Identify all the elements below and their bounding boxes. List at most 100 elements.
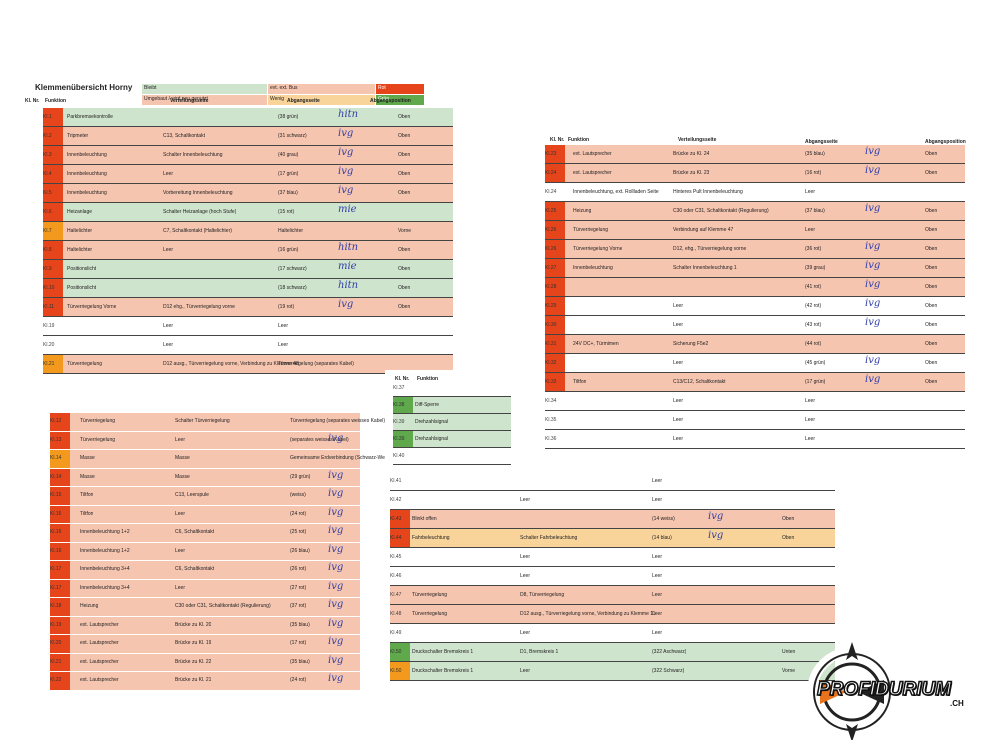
signature-mark: ivg bbox=[865, 203, 881, 214]
function-cell: Diff-Sperre bbox=[415, 402, 440, 408]
output-cell: Leer bbox=[278, 342, 289, 348]
distribution-cell: C13/C12, Schaltkontakt bbox=[673, 379, 726, 385]
function-cell: Innenbeleuchtung bbox=[67, 171, 107, 177]
position-cell: Oben bbox=[925, 360, 938, 366]
signature-mark: ivg bbox=[328, 580, 344, 592]
output-cell: (14 blau) bbox=[652, 535, 672, 541]
output-cell: (38 grün) bbox=[278, 114, 299, 120]
distribution-cell: C7, Schaltkontakt (Haltelichter) bbox=[163, 228, 232, 234]
row-divider bbox=[43, 145, 453, 146]
signature-mark: ivg bbox=[328, 543, 344, 555]
table-row: Kl.10 Positionslicht (18 schwarz) Oben bbox=[43, 279, 453, 297]
table-row: Kl.34 Leer Leer bbox=[545, 392, 965, 410]
function-cell: Parkbremsekontrolle bbox=[67, 114, 113, 120]
terminal-number: Kl.9 bbox=[43, 260, 63, 278]
table-row: Kl.32 Leer (45 grün) Oben bbox=[545, 354, 965, 372]
row-divider bbox=[545, 334, 965, 335]
row-divider bbox=[43, 221, 453, 222]
position-cell: Oben bbox=[925, 246, 938, 252]
function-cell: 24V DC+, Türmimen bbox=[573, 341, 619, 347]
position-cell: Oben bbox=[925, 151, 938, 157]
terminal-number: Kl.16 bbox=[50, 542, 70, 560]
signature-mark: ivg bbox=[338, 299, 354, 310]
table-row: Kl.1 Parkbremsekontrolle (38 grün) Oben bbox=[43, 108, 453, 126]
row-divider bbox=[390, 509, 835, 510]
distribution-cell: Leer bbox=[520, 573, 531, 579]
distribution-cell: Leer bbox=[520, 554, 531, 560]
function-cell: Fahrbeleuchtung bbox=[412, 535, 450, 541]
logo-target-icon bbox=[807, 642, 897, 742]
row-divider bbox=[545, 277, 965, 278]
table-row: Kl.25 Heizung C30 oder C31, Schaltkontakt … bbox=[545, 202, 965, 220]
row-divider bbox=[390, 528, 835, 529]
column-header: Kl. Nr. bbox=[550, 137, 565, 143]
terminal-number: Kl.19 bbox=[43, 323, 55, 329]
column-header: Abgangsposition bbox=[370, 98, 411, 104]
signature-mark: ivg bbox=[328, 673, 344, 684]
signature-mark: hitn bbox=[338, 280, 359, 291]
table-row: Kl.31 24V DC+, Türmimen Sicherung F5e2 (44 … bbox=[545, 335, 965, 353]
output-cell: Leer bbox=[652, 611, 663, 617]
terminal-number: Kl.41 bbox=[390, 478, 402, 484]
signature-mark: ivg bbox=[708, 530, 724, 541]
terminal-number: Kl.31 bbox=[545, 335, 565, 353]
terminal-number: Kl.17 bbox=[50, 561, 70, 579]
signature-mark: ivg bbox=[338, 128, 354, 139]
sheet-middle: Kl. Nr. Funktion Kl.37 Kl.38 Diff-Sperre Kl.… bbox=[385, 370, 515, 465]
terminal-number: Kl.2 bbox=[43, 127, 63, 145]
signature-mark: ivg bbox=[708, 511, 724, 522]
signature-mark: ivg bbox=[328, 617, 344, 629]
terminal-number: Kl.1 bbox=[43, 108, 63, 126]
sheet-top-right: Kl. Nr. Funktion Verteilungsseite Abgangsse… bbox=[520, 125, 975, 450]
terminal-number: Kl.3 bbox=[43, 146, 63, 164]
distribution-cell: Leer bbox=[175, 436, 186, 443]
table-row: Kl.7 Haltelichter C7, Schaltkontakt (Halte… bbox=[43, 222, 453, 240]
output-cell: (35 blau) bbox=[290, 658, 310, 665]
output-cell: (17 schwarz) bbox=[278, 266, 307, 272]
table-row: Kl.16 Tiltfon Leer (24 rot) bbox=[50, 505, 360, 523]
position-cell: Oben bbox=[398, 304, 411, 310]
row-divider bbox=[393, 447, 511, 448]
signature-mark: ivg bbox=[865, 317, 881, 328]
terminal-number: Kl.27 bbox=[545, 259, 565, 277]
table-row: Kl.17 Innenbeleuchtung 3+4 C6, Schaltkonta… bbox=[50, 561, 360, 579]
table-row: Kl.13 Türverriegelung Leer (separates weiss… bbox=[50, 431, 360, 449]
position-cell: Oben bbox=[398, 266, 411, 272]
terminal-number: Kl.40 bbox=[393, 453, 405, 459]
table-row: Kl.41 Leer bbox=[390, 472, 835, 490]
terminal-number: Kl.32 bbox=[545, 354, 565, 372]
output-cell: (separates weisses Kabel) bbox=[290, 436, 349, 443]
output-cell: (44 rot) bbox=[805, 341, 822, 347]
table-row: Kl.8 Haltelichter Leer (16 grün) Oben bbox=[43, 241, 453, 259]
function-cell: Druckschalter Bremskreis 1 bbox=[412, 668, 474, 674]
output-cell: (35 blau) bbox=[290, 621, 310, 628]
row-divider bbox=[390, 642, 835, 643]
output-cell: Leer bbox=[652, 478, 663, 484]
terminal-number: Kl.35 bbox=[545, 417, 557, 423]
column-header: Abgangsposition bbox=[925, 139, 966, 145]
signature-mark: ivg bbox=[865, 241, 881, 252]
output-cell: Leer bbox=[805, 227, 816, 233]
table-row: Kl.14 Masse Masse (29 grün) bbox=[50, 468, 360, 486]
distribution-cell: Leer bbox=[673, 417, 684, 423]
position-cell: Vorne bbox=[782, 668, 796, 674]
terminal-number: Kl.11 bbox=[43, 298, 63, 316]
signature-mark: ivg bbox=[328, 488, 344, 499]
terminal-number: Kl.44 bbox=[390, 529, 410, 547]
signature-mark: ivg bbox=[328, 469, 344, 481]
signature-mark: hitn bbox=[338, 242, 359, 253]
output-cell: (25 rot) bbox=[290, 529, 307, 535]
output-cell: (322 Aschwarz) bbox=[652, 649, 687, 655]
function-cell: Innenbeleuchtung 1+2 bbox=[80, 529, 130, 535]
signature-mark: ivg bbox=[328, 654, 344, 666]
terminal-number: Kl.36 bbox=[545, 436, 557, 442]
row-divider bbox=[43, 354, 453, 355]
output-cell: Leer bbox=[652, 573, 663, 579]
signature-mark: ivg bbox=[328, 525, 344, 536]
table-row: Kl.29 Leer (42 rot) Oben bbox=[545, 297, 965, 315]
distribution-cell: Verbindung auf Klemme 47 bbox=[673, 227, 734, 233]
table-row: Kl.30 Leer (43 rot) Oben bbox=[545, 316, 965, 334]
terminal-number: Kl.49 bbox=[390, 630, 402, 636]
table-row: Kl.21 ext. Lautsprecher Brücke zu Kl. 22 (3… bbox=[50, 653, 360, 671]
table-row: Kl.16 Innenbeleuchtung 1+2 C6, Schaltkonta… bbox=[50, 524, 360, 542]
